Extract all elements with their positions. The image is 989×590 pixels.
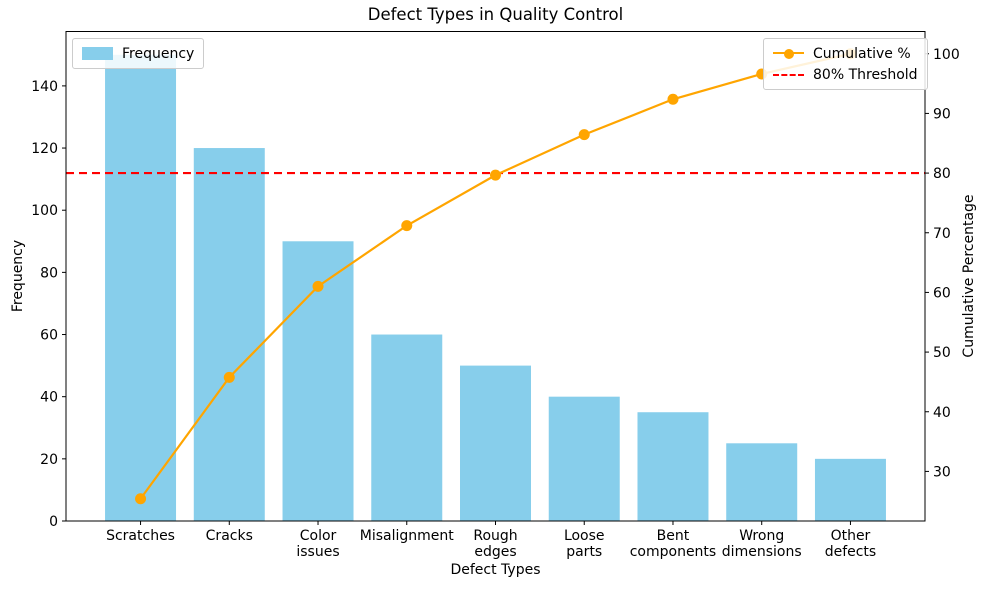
x-tick-label-line: parts xyxy=(566,544,602,560)
frequency-swatch xyxy=(82,47,113,60)
x-tick-label-line: Color xyxy=(300,528,337,544)
bar-wrong-dimensions xyxy=(726,443,798,521)
x-tick-label-line: Cracks xyxy=(206,528,253,544)
cumulative-marker-scratches xyxy=(135,493,147,505)
legend-row-frequency: Frequency xyxy=(82,43,194,64)
y-tick-label-right: 80 xyxy=(933,166,951,182)
y-tick-label-left: 40 xyxy=(40,390,58,406)
bar-scratches xyxy=(105,54,177,522)
x-tick-label-line: edges xyxy=(474,544,516,560)
y-tick-label-right: 70 xyxy=(933,226,951,242)
cumulative-marker-rough-edges xyxy=(490,169,501,181)
x-tick-label-line: Misalignment xyxy=(360,528,455,544)
bar-cracks xyxy=(193,148,265,522)
x-tick-label-loose-parts: Loose parts xyxy=(564,528,605,560)
legend-label-threshold: 80% Threshold xyxy=(813,66,918,83)
chart-title: Defect Types in Quality Control xyxy=(367,5,624,24)
y-tick-label-left: 80 xyxy=(40,265,58,281)
x-tick-label-line: issues xyxy=(296,544,339,560)
cumulative-marker-color-issues xyxy=(312,280,324,292)
legend-cumulative: Cumulative % 80% Threshold xyxy=(763,38,928,90)
x-tick-label-other-defects: Other defects xyxy=(825,528,877,560)
bar-rough-edges xyxy=(460,365,531,521)
bar-bent-components xyxy=(637,412,709,521)
cumulative-marker-loose-parts xyxy=(578,129,590,141)
y-tick-label-right: 50 xyxy=(933,345,951,361)
cumulative-marker-misalignment xyxy=(401,220,413,232)
bar-other-defects xyxy=(814,458,886,521)
y-tick-label-left: 120 xyxy=(31,141,58,157)
bar-loose-parts xyxy=(548,396,620,521)
x-tick-label-cracks: Cracks xyxy=(206,528,253,544)
cumulative-line-swatch xyxy=(773,47,804,60)
y-tick-label-left: 0 xyxy=(49,514,58,530)
legend-row-threshold: 80% Threshold xyxy=(773,64,918,85)
y-tick-label-left: 140 xyxy=(31,79,58,95)
y-tick-label-right: 90 xyxy=(933,106,951,122)
bar-misalignment xyxy=(371,334,443,521)
x-tick-label-rough-edges: Rough edges xyxy=(473,528,517,560)
y-tick-label-right: 100 xyxy=(933,47,960,63)
x-axis-label: Defect Types xyxy=(450,562,541,578)
threshold-swatch xyxy=(773,73,804,76)
x-tick-label-line: dimensions xyxy=(722,544,802,560)
left-axis-label: Frequency xyxy=(10,239,26,313)
y-tick-label-right: 60 xyxy=(933,285,951,301)
legend-frequency: Frequency xyxy=(72,38,205,69)
x-tick-label-line: Scratches xyxy=(106,528,175,544)
x-tick-label-line: defects xyxy=(825,544,877,560)
x-tick-label-line: components xyxy=(630,544,717,560)
x-tick-label-misalignment: Misalignment xyxy=(360,528,455,544)
x-tick-label-line: Loose xyxy=(564,528,605,544)
cumulative-marker-cracks xyxy=(223,371,235,383)
y-tick-label-right: 30 xyxy=(933,464,951,480)
legend-row-cumulative: Cumulative % xyxy=(773,43,918,64)
x-tick-label-bent-components: Bent components xyxy=(630,528,717,560)
cumulative-marker-icon xyxy=(783,48,794,59)
y-tick-label-left: 20 xyxy=(40,452,58,468)
x-tick-label-line: Bent xyxy=(657,528,690,544)
x-tick-label-color-issues: Color issues xyxy=(296,528,339,560)
x-tick-label-line: Rough xyxy=(473,528,517,544)
legend-label-frequency: Frequency xyxy=(122,45,195,62)
x-tick-label-scratches: Scratches xyxy=(106,528,175,544)
y-tick-label-left: 60 xyxy=(40,328,58,344)
right-axis-label: Cumulative Percentage xyxy=(961,194,977,358)
cumulative-marker-bent-components xyxy=(667,93,679,105)
legend-label-cumulative: Cumulative % xyxy=(813,45,911,62)
x-tick-label-line: Other xyxy=(831,528,871,544)
y-tick-label-right: 40 xyxy=(933,405,951,421)
x-tick-label-line: Wrong xyxy=(739,528,784,544)
y-tick-label-left: 100 xyxy=(31,203,58,219)
x-tick-label-wrong-dimensions: Wrong dimensions xyxy=(722,528,802,560)
